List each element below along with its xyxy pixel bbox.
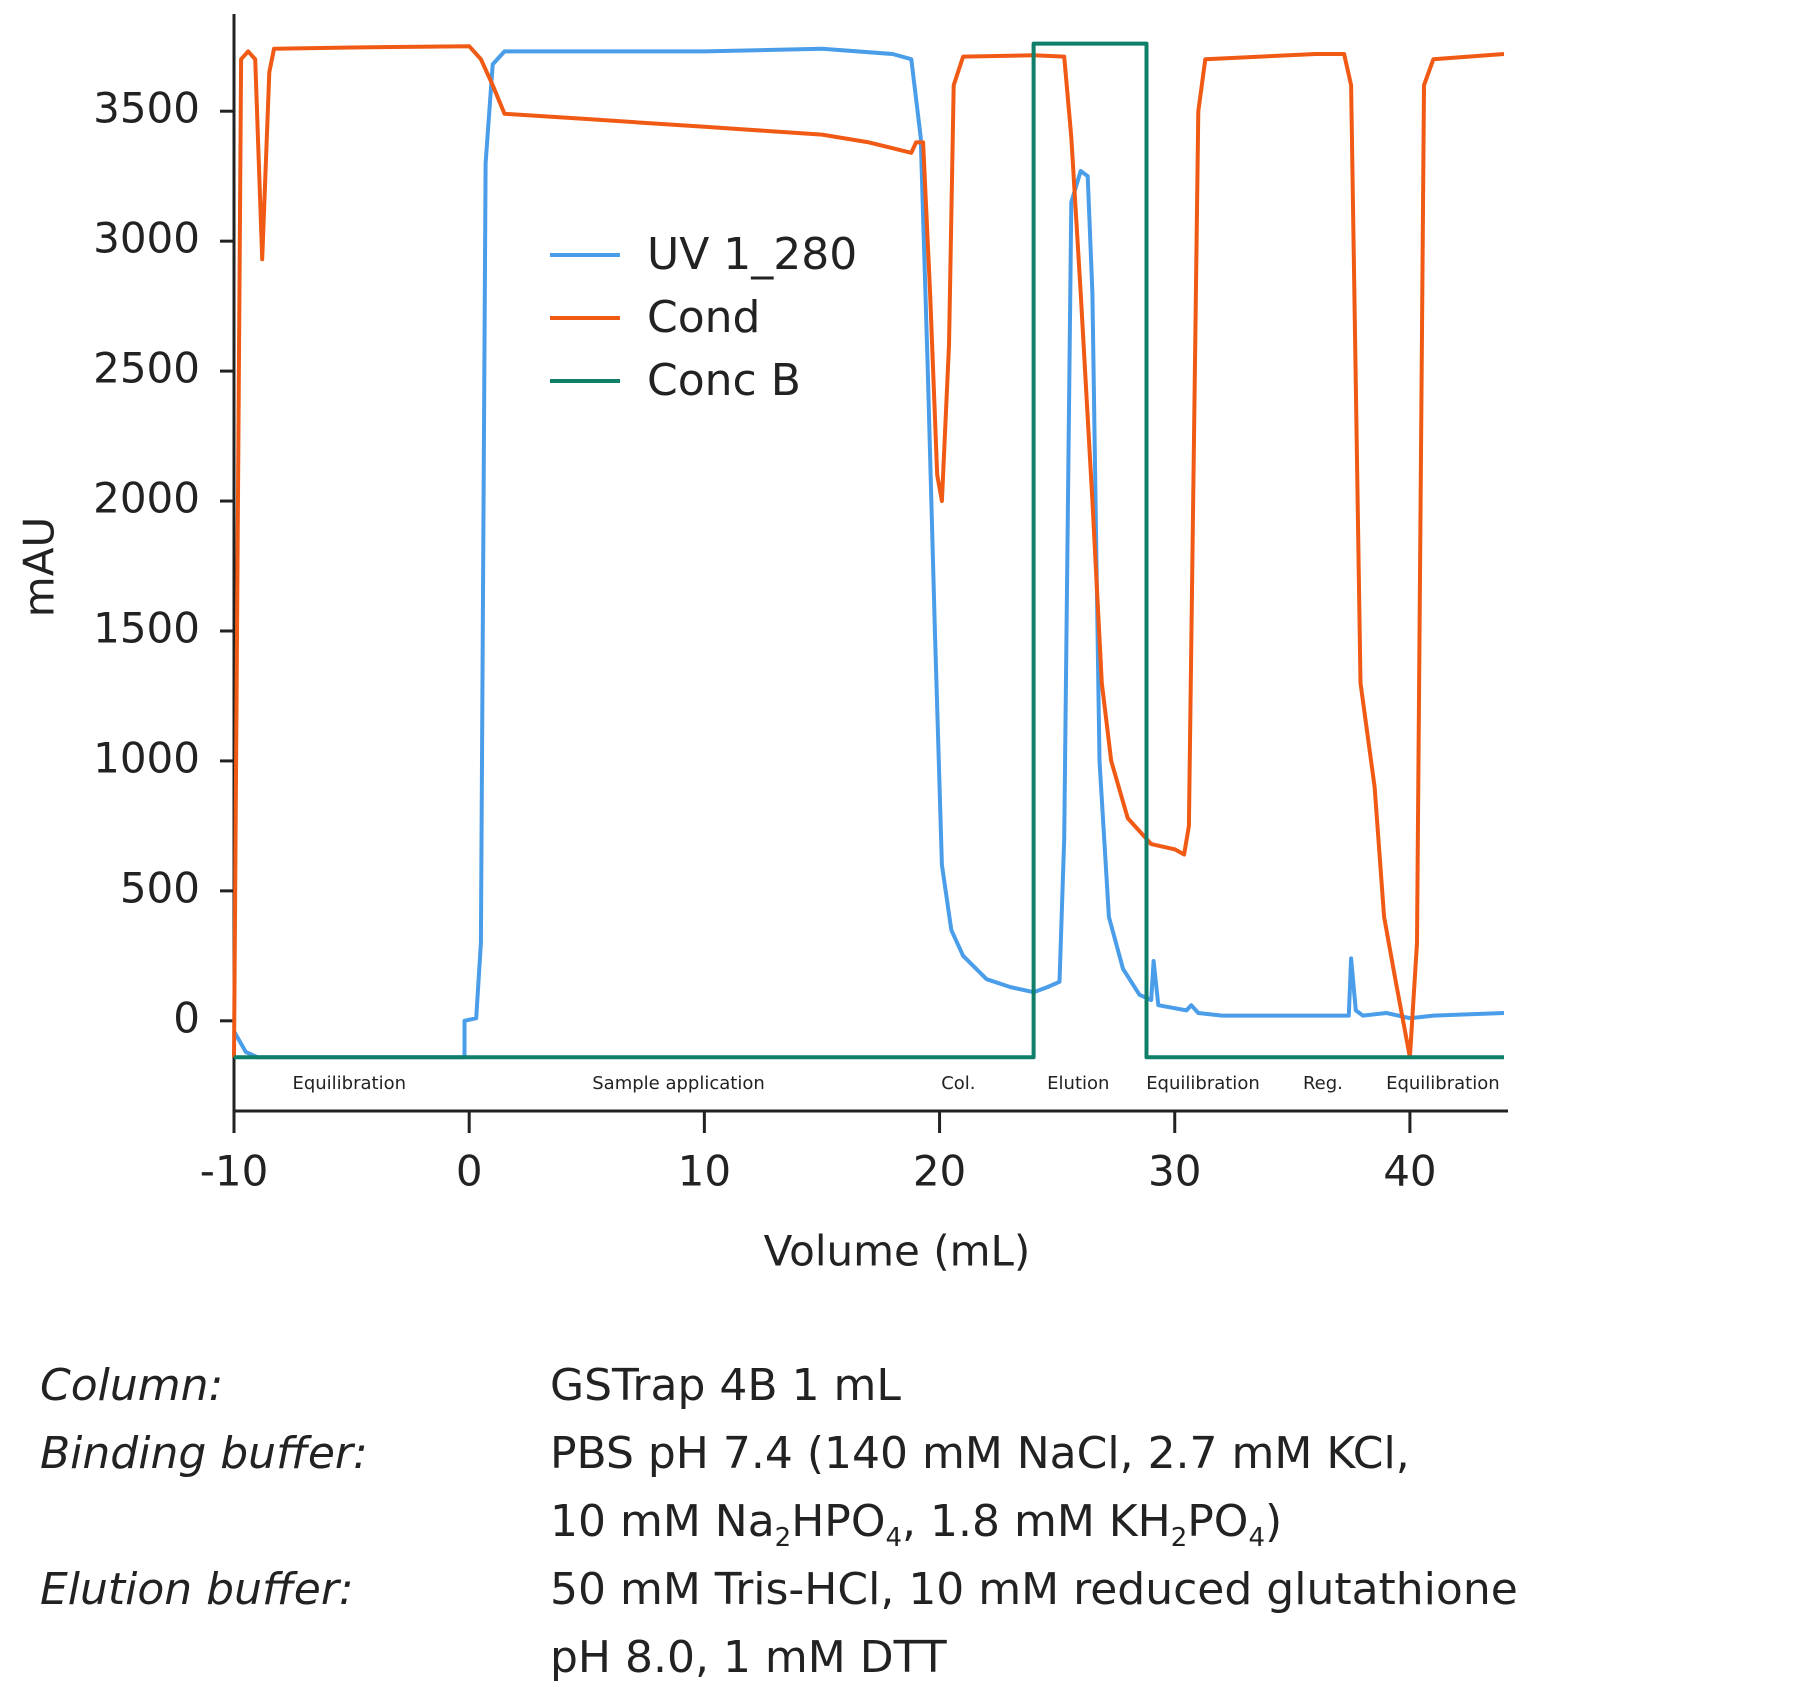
text-run: pH 8.0, 1 mM DTT xyxy=(550,1632,947,1683)
y-tick-label: 2000 xyxy=(93,474,200,523)
series-line xyxy=(232,44,1505,1060)
note-value: GSTrap 4B 1 mL xyxy=(550,1360,901,1411)
text-run: , 1.8 mM KH xyxy=(902,1496,1171,1547)
phase-label: Col. xyxy=(941,1073,975,1094)
text-run: PO xyxy=(1187,1496,1249,1547)
phase-label: Equilibration xyxy=(1386,1073,1500,1094)
text-run: HPO xyxy=(791,1496,886,1547)
x-tick-label: 40 xyxy=(1383,1147,1436,1196)
note-label: Elution buffer: xyxy=(40,1564,354,1615)
y-tick-label: 2500 xyxy=(93,344,200,393)
phase-label: Equilibration xyxy=(292,1073,406,1094)
text-run: ) xyxy=(1264,1496,1283,1547)
phase-label: Reg. xyxy=(1303,1073,1343,1094)
text-run: PBS pH 7.4 (140 mM NaCl, 2.7 mM KCl, xyxy=(550,1428,1410,1479)
subscript: 4 xyxy=(1248,1523,1265,1553)
subscript: 2 xyxy=(774,1523,792,1553)
x-tick-label: 10 xyxy=(678,1147,731,1196)
phase-label: Equilibration xyxy=(1146,1073,1260,1094)
text-run: GSTrap 4B 1 mL xyxy=(550,1360,901,1411)
x-tick-label: -10 xyxy=(200,1147,269,1196)
x-tick-label: 30 xyxy=(1148,1147,1201,1196)
series-line xyxy=(232,46,1505,1060)
series-line xyxy=(234,41,1504,1060)
y-tick-label: 1000 xyxy=(93,733,200,782)
note-value: 50 mM Tris-HCl, 10 mM reduced glutathion… xyxy=(550,1564,1518,1615)
note-label: Binding buffer: xyxy=(40,1428,368,1479)
note-value: 10 mM Na2HPO4, 1.8 mM KH2PO4) xyxy=(550,1496,1283,1551)
text-run: 50 mM Tris-HCl, 10 mM reduced glutathion… xyxy=(550,1564,1518,1615)
y-tick-label: 3000 xyxy=(93,214,200,263)
text-run: 10 mM Na xyxy=(550,1496,775,1547)
phase-label: Sample application xyxy=(592,1073,765,1094)
x-axis-title: Volume (mL) xyxy=(764,1227,1031,1276)
y-tick-label: 0 xyxy=(173,993,200,1042)
chart: Volume (mL) mAU 0 500 1000 1500 2000 2500 3000… xyxy=(15,14,1508,1276)
legend-label: UV 1_280 xyxy=(647,229,857,280)
note-label: Column: xyxy=(40,1360,224,1411)
subscript: 2 xyxy=(1170,1523,1188,1553)
y-axis-title: mAU xyxy=(15,517,64,617)
y-tick-label: 1500 xyxy=(93,603,200,652)
phase-label: Elution xyxy=(1047,1073,1109,1094)
x-tick-label: 20 xyxy=(913,1147,966,1196)
legend-label: Conc B xyxy=(647,355,801,406)
y-tick-label: 3500 xyxy=(93,84,200,133)
subscript: 4 xyxy=(885,1523,903,1553)
note-value: pH 8.0, 1 mM DTT xyxy=(550,1632,947,1683)
x-tick-label: 0 xyxy=(456,1147,483,1196)
y-tick-label: 500 xyxy=(120,863,200,912)
legend-label: Cond xyxy=(647,292,760,343)
note-value: PBS pH 7.4 (140 mM NaCl, 2.7 mM KCl, xyxy=(550,1428,1410,1479)
